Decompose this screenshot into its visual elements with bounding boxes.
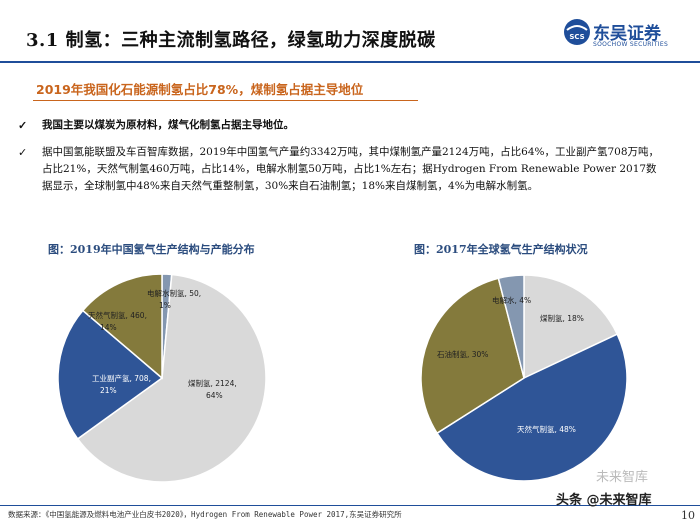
page-number: 10 (681, 509, 695, 522)
pie2-label-3: 煤制氢, 18% (540, 313, 584, 323)
bullet-text-1: 我国主要以煤炭为原材料，煤气化制氢占据主导地位。 (42, 119, 294, 131)
pie2-slice-2 (497, 274, 525, 379)
pie1-percent-1: 21% (100, 386, 117, 395)
pie1-label-3: 电解水制氢, 50, (147, 288, 201, 298)
page-title: 3.1 制氢：三种主流制氢路径，绿氢助力深度脱碳 (26, 30, 436, 51)
logo-chinese-name: 东吴证券 (593, 24, 661, 44)
figure-title-global: 图：2017年全球氢气生产结构状况 (414, 243, 588, 256)
pie1-label-1: 工业副产氢, 708, (92, 373, 151, 383)
pie1-label-0: 煤制氢, 2124, (188, 378, 237, 388)
checkmark-icon: ✓ (18, 146, 28, 159)
data-source-note: 数据来源：《中国氢能源及燃料电池产业白皮书2020》，Hydrogen From… (8, 510, 402, 519)
pie2-slice-0 (435, 333, 628, 482)
section-subtitle: 2019年我国化石能源制氢占比78%，煤制氢占据主导地位 (36, 82, 364, 97)
watermark-toutiao: 头条 @未来智库 (556, 493, 652, 508)
bullet-text-2: 据中国氢能联盟及车百智库数据，2019年中国氢气产量约3342万吨，其中煤制氢产… (42, 146, 660, 192)
pie-charts: 煤制氢, 2124, 64% 工业副产氢, 708, 21% 天然气制氢, 460, 14… (57, 273, 628, 483)
pie1-slice-0 (76, 273, 267, 483)
logo-mark-icon: SCS (564, 19, 590, 45)
pie2-label-2: 电解水, 4% (492, 295, 531, 305)
figure-title-china: 图：2019年中国氢气生产结构与产能分布 (48, 243, 255, 256)
pie1-label-2: 天然气制氢, 460, (88, 310, 147, 320)
pie2-label-1: 石油制氢, 30% (437, 349, 488, 359)
subtitle-underline (33, 100, 418, 101)
pie1-percent-0: 64% (206, 391, 223, 400)
logo-mark-text: SCS (569, 33, 584, 41)
pie1-slice-1 (57, 309, 164, 440)
header-divider (0, 61, 700, 63)
logo-english-name: SOOCHOW SECURITIES (593, 41, 669, 48)
pie1-percent-3: 1% (159, 301, 171, 310)
header: 3.1 制氢：三种主流制氢路径，绿氢助力深度脱碳 SCS 东吴证券 SOOCHO… (0, 0, 700, 62)
pie2-slice-3 (523, 274, 619, 380)
footer-divider (0, 505, 700, 506)
bullet-point-1: ✓ 我国主要以煤炭为原材料，煤气化制氢占据主导地位。 (18, 117, 662, 134)
checkmark-icon: ✓ (18, 119, 28, 132)
company-logo: SCS 东吴证券 SOOCHOW SECURITIES (563, 18, 693, 56)
watermark-faint: 未来智库 (596, 470, 649, 485)
pie2-label-0: 天然气制氢, 48% (517, 424, 576, 434)
pie1-percent-2: 14% (100, 323, 117, 332)
pie2-slice-1 (420, 277, 525, 435)
bullet-point-2: ✓ 据中国氢能联盟及车百智库数据，2019年中国氢气产量约3342万吨，其中煤制… (18, 144, 662, 195)
pie1-slice-2 (81, 273, 163, 380)
